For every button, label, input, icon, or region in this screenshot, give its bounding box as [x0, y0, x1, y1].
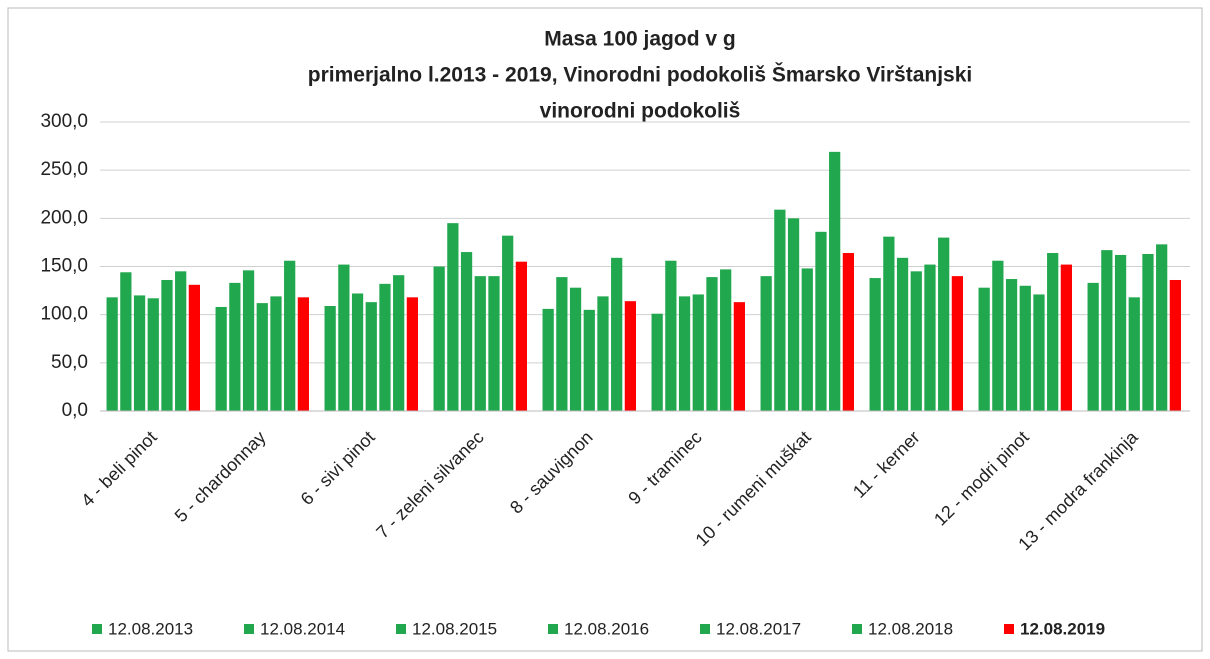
legend-swatch: [92, 624, 102, 634]
legend-label: 12.08.2018: [868, 619, 953, 638]
legend-swatch: [1004, 624, 1014, 634]
bar: [1087, 282, 1099, 411]
bar: [460, 252, 473, 411]
bar: [175, 271, 187, 411]
bar: [229, 282, 241, 411]
bar: [242, 270, 255, 411]
bar: [720, 269, 732, 411]
bar: [774, 209, 786, 411]
bar: [760, 276, 772, 411]
chart-title: vinorodni podokoliš: [540, 100, 741, 123]
bar: [883, 236, 895, 411]
bar: [188, 284, 200, 411]
bar: [583, 309, 595, 411]
bar: [651, 313, 663, 411]
legend-swatch: [548, 624, 558, 634]
bar: [1114, 254, 1127, 411]
bar: [351, 293, 364, 411]
bar: [978, 287, 990, 411]
bar: [829, 151, 841, 411]
bar: [624, 301, 636, 411]
bar: [324, 305, 336, 411]
legend-swatch: [700, 624, 710, 634]
bar: [338, 264, 350, 411]
bar: [951, 276, 963, 411]
bar: [542, 308, 554, 411]
bar: [161, 279, 173, 411]
bar: [1060, 264, 1072, 411]
legend-swatch: [396, 624, 406, 634]
bar: [474, 276, 486, 411]
bar: [842, 253, 854, 411]
bar: [147, 298, 159, 411]
y-tick-label: 200,0: [40, 207, 88, 228]
bar: [556, 277, 568, 411]
bar: [106, 297, 118, 411]
legend-label: 12.08.2014: [260, 619, 345, 638]
y-tick-label: 150,0: [40, 256, 88, 277]
bar: [787, 218, 800, 411]
bar: [297, 297, 309, 411]
bar: [1019, 285, 1031, 411]
legend-swatch: [244, 624, 254, 634]
bar: [515, 261, 527, 411]
bar: [270, 296, 282, 411]
bar: [924, 264, 936, 411]
bar: [256, 303, 268, 411]
bar: [284, 260, 296, 411]
bar: [692, 294, 704, 411]
bar: [1128, 297, 1140, 411]
bar: [706, 277, 718, 411]
bar: [733, 302, 745, 411]
bar: [597, 296, 609, 411]
y-tick-label: 100,0: [40, 304, 88, 325]
bar: [1047, 253, 1059, 411]
bar: [406, 297, 418, 411]
bar: [611, 257, 623, 411]
bar: [133, 295, 146, 411]
bar: [447, 223, 459, 411]
bar: [1101, 250, 1113, 411]
bar: [393, 275, 405, 411]
legend-label: 12.08.2015: [412, 619, 497, 638]
bar: [215, 306, 227, 411]
bar: [120, 272, 132, 411]
bar: [365, 302, 377, 411]
y-tick-label: 50,0: [51, 352, 88, 373]
legend-label: 12.08.2013: [108, 619, 193, 638]
bar: [678, 296, 691, 411]
bar: [379, 283, 391, 411]
bar: [1169, 279, 1181, 411]
bar: [910, 271, 922, 411]
legend-label: 12.08.2017: [716, 619, 801, 638]
y-tick-label: 250,0: [40, 159, 88, 180]
chart-title: Masa 100 jagod v g: [544, 28, 735, 51]
legend-swatch: [852, 624, 862, 634]
legend-label: 12.08.2019: [1020, 619, 1105, 638]
bar: [801, 268, 813, 411]
bar: [869, 278, 881, 411]
bar: [502, 235, 514, 411]
bar: [938, 237, 950, 411]
bar: [488, 276, 500, 411]
bar: [1156, 244, 1168, 411]
legend-label: 12.08.2016: [564, 619, 649, 638]
bar: [992, 260, 1004, 411]
bar: [665, 260, 677, 411]
bar: [1142, 253, 1154, 411]
bar: [569, 287, 582, 411]
bar: [433, 266, 445, 411]
y-tick-label: 0,0: [62, 400, 88, 421]
bar: [896, 257, 909, 411]
bar: [1033, 294, 1045, 411]
bar: [815, 231, 827, 411]
bar: [1005, 279, 1018, 411]
y-tick-label: 300,0: [40, 111, 88, 132]
chart-title: primerjalno l.2013 - 2019, Vinorodni pod…: [308, 63, 972, 87]
